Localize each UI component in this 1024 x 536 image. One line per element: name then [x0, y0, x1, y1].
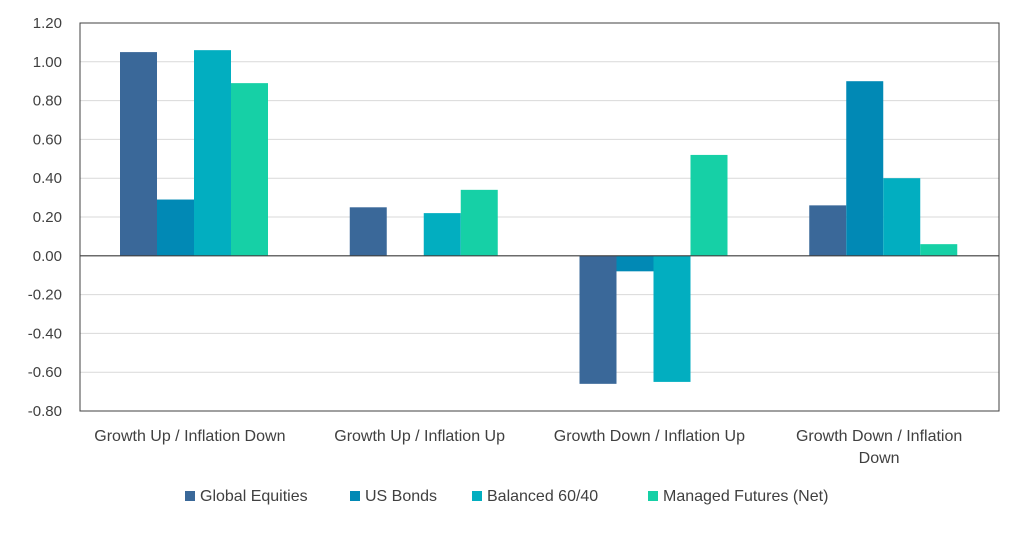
bar — [809, 205, 847, 256]
legend-swatch — [648, 491, 658, 501]
category-label-line: Growth Down / Inflation — [796, 428, 962, 445]
legend: Global Equities US Bonds Balanced 60/40 Man… — [185, 488, 828, 505]
bar — [579, 255, 617, 384]
y-tick-labels: 1.20 1.00 0.80 0.60 0.40 0.20 0.00 -0.20 -0.40 -0… — [28, 15, 62, 420]
category-label-line: Growth Down / Inflation Up — [554, 428, 745, 445]
bar — [460, 189, 498, 256]
legend-label: Global Equities — [200, 488, 308, 505]
legend-swatch — [350, 491, 360, 501]
category-label-line: Down — [859, 450, 900, 467]
y-tick-label: 1.20 — [33, 15, 62, 32]
bar — [194, 50, 231, 256]
bar — [157, 199, 194, 256]
y-tick-label: 1.00 — [33, 54, 62, 71]
category-labels: Growth Up / Inflation Down Growth Up / In… — [94, 428, 962, 467]
bar — [231, 83, 268, 256]
legend-label: US Bonds — [365, 488, 437, 505]
bar — [653, 255, 691, 382]
legend-label: Managed Futures (Net) — [663, 488, 828, 505]
y-tick-label: 0.40 — [33, 170, 62, 187]
y-tick-label: -0.80 — [28, 403, 62, 420]
bar — [120, 52, 157, 256]
plot-area-border — [79, 22, 1000, 412]
y-tick-label: -0.40 — [28, 325, 62, 342]
bar — [690, 154, 728, 256]
bar — [846, 81, 884, 256]
y-tick-label: 0.80 — [33, 93, 62, 110]
bar — [883, 178, 921, 256]
y-tick-label: 0.00 — [33, 248, 62, 265]
bar — [920, 244, 958, 256]
bar — [349, 207, 387, 256]
category-label: Growth Down / Inflation Up — [554, 428, 745, 445]
y-tick-label: 0.20 — [33, 209, 62, 226]
bar — [423, 213, 461, 256]
y-tick-label: 0.60 — [33, 131, 62, 148]
legend-swatch — [472, 491, 482, 501]
category-label: Growth Down / Inflation Down — [796, 428, 962, 467]
bar — [616, 255, 654, 272]
bars — [120, 50, 958, 384]
category-label-line: Growth Up / Inflation Down — [94, 428, 285, 445]
y-tick-label: -0.20 — [28, 287, 62, 304]
y-tick-label: -0.60 — [28, 364, 62, 381]
category-label: Growth Up / Inflation Up — [334, 428, 505, 445]
category-label: Growth Up / Inflation Down — [94, 428, 285, 445]
legend-label: Balanced 60/40 — [487, 488, 598, 505]
category-label-line: Growth Up / Inflation Up — [334, 428, 505, 445]
axes — [79, 22, 1000, 412]
legend-swatch — [185, 491, 195, 501]
